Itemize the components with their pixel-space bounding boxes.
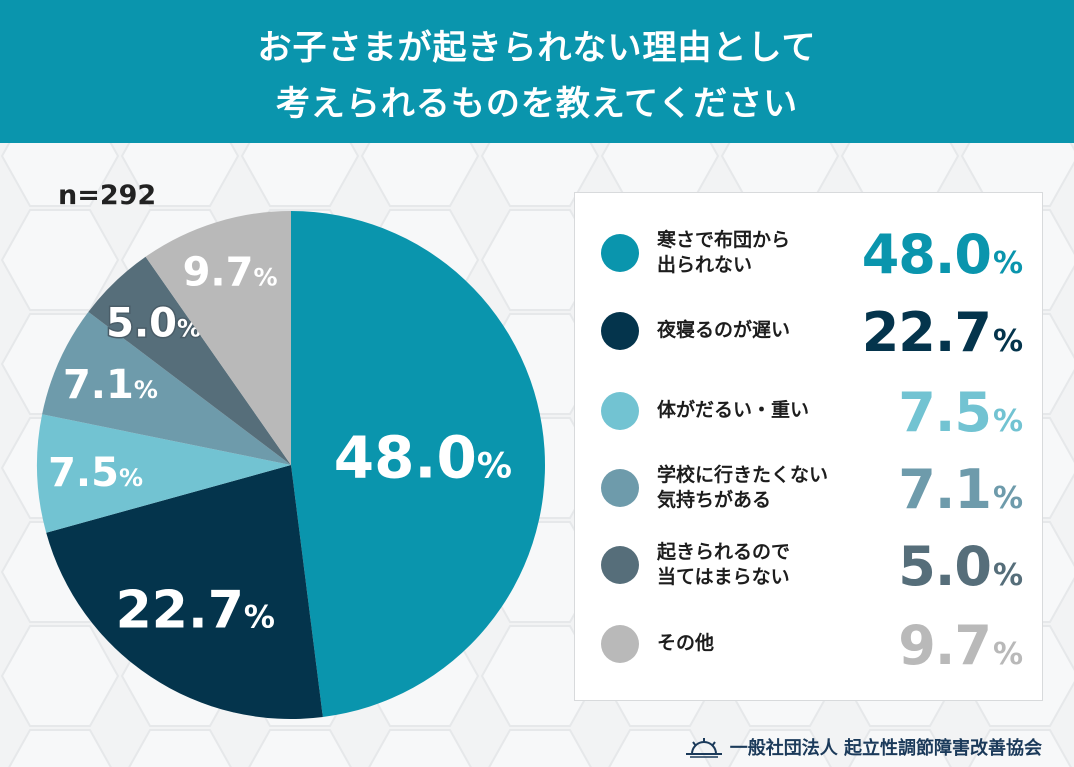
legend-swatch (601, 234, 639, 272)
footer-org-name: 一般社団法人 起立性調節障害改善協会 (729, 738, 1042, 759)
pie-slice-6 (145, 211, 291, 465)
pie-label-4: 7.1% (63, 362, 158, 408)
legend-label: 寒さで布団から 出られない (657, 229, 791, 276)
sunrise-logo-icon (685, 738, 722, 758)
pie-slice-4 (42, 311, 291, 465)
pie-label-5: 5.0% (106, 301, 201, 347)
legend-label: 夜寝るのが遅い (657, 319, 791, 341)
legend-item-1: 寒さで布団から 出られない 48.0% (575, 223, 1042, 285)
legend-swatch (601, 312, 639, 350)
legend-value: 9.7% (898, 614, 1023, 677)
legend-swatch (601, 546, 639, 584)
legend-value: 48.0% (861, 223, 1023, 286)
pie-slice-5 (88, 256, 291, 465)
legend-label: 体がだるい・重い (657, 399, 810, 421)
chart-legend: 寒さで布団から 出られない 48.0% 夜寝るのが遅い 22.7% 体がだるい・重い 7.5… (574, 192, 1043, 701)
pie-label-3: 7.5% (48, 450, 143, 496)
sample-size-label: n=292 (58, 180, 157, 211)
footer-organization: 一般社団法人 起立性調節障害改善協会 (684, 734, 1042, 760)
pie-label-2: 22.7% (116, 580, 275, 640)
pie-slice-2 (46, 465, 323, 719)
legend-value: 22.7% (861, 301, 1023, 364)
legend-item-5: 起きられるので 当てはまらない 5.0% (575, 535, 1042, 597)
legend-swatch (601, 625, 639, 663)
pie-label-6: 9.7% (183, 250, 278, 296)
legend-value: 5.0% (898, 535, 1023, 598)
legend-item-6: その他 9.7% (575, 614, 1042, 676)
legend-label: その他 (657, 632, 715, 654)
header-banner: お子さまが起きられない理由として 考えられるものを教えてください (0, 0, 1074, 143)
legend-item-4: 学校に行きたくない 気持ちがある 7.1% (575, 458, 1042, 520)
legend-label: 起きられるので 当てはまらない (657, 541, 791, 588)
legend-swatch (601, 469, 639, 507)
page-title-line1: お子さまが起きられない理由として (257, 28, 817, 68)
legend-label: 学校に行きたくない 気持ちがある (657, 464, 829, 511)
legend-value: 7.5% (898, 381, 1023, 444)
legend-value: 7.1% (898, 458, 1023, 521)
page-title-line2: 考えられるものを教えてください (275, 84, 799, 124)
pie-slice-1 (291, 211, 545, 717)
legend-swatch (601, 392, 639, 430)
pie-label-1: 48.0% (334, 424, 512, 492)
legend-item-3: 体がだるい・重い 7.5% (575, 381, 1042, 443)
pie-slice-3 (37, 414, 292, 533)
legend-item-2: 夜寝るのが遅い 22.7% (575, 301, 1042, 363)
